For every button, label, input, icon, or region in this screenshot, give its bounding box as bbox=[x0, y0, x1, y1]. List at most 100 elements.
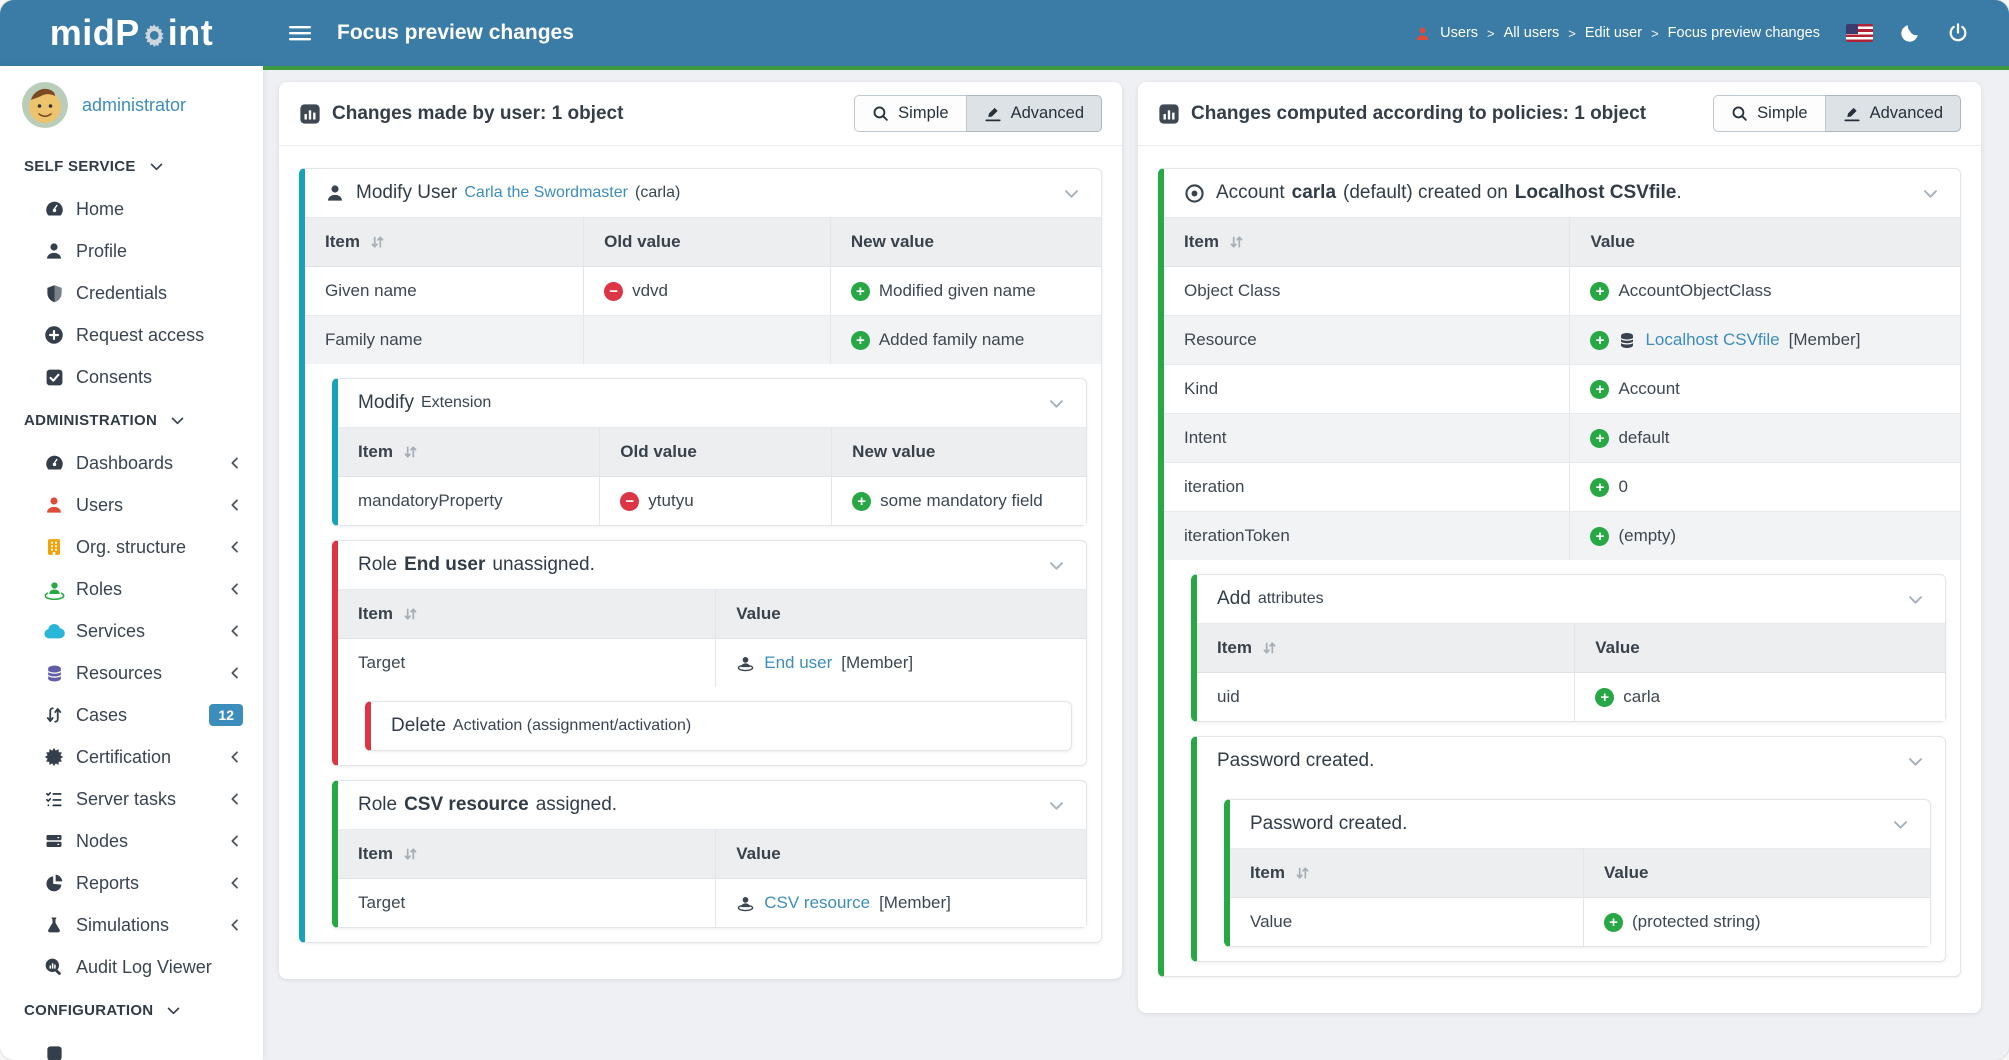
advanced-button[interactable]: Advanced bbox=[966, 95, 1102, 132]
sidebar-item-org-structure[interactable]: Org. structure bbox=[0, 526, 263, 568]
language-flag-us[interactable] bbox=[1846, 24, 1873, 42]
gear-icon bbox=[144, 23, 164, 47]
sidebar-item-clipped[interactable] bbox=[0, 1032, 263, 1060]
chevron-left-icon bbox=[227, 875, 243, 891]
chevron-left-icon bbox=[227, 917, 243, 933]
username-link[interactable]: administrator bbox=[82, 94, 187, 115]
sort-icon[interactable] bbox=[403, 606, 418, 622]
item-cell: iterationToken bbox=[1164, 511, 1570, 560]
sidebar-item-users[interactable]: Users bbox=[0, 484, 263, 526]
sort-icon[interactable] bbox=[1262, 640, 1277, 656]
sidebar-item-roles[interactable]: Roles bbox=[0, 568, 263, 610]
sidebar: administrator SELF SERVICE Home Profile … bbox=[0, 66, 263, 1060]
added-icon: + bbox=[1590, 379, 1610, 399]
modify-user-table: Item Old value New value Given name − vdv… bbox=[305, 217, 1101, 364]
collapse-chevron-icon[interactable] bbox=[1906, 590, 1925, 609]
sidebar-item-certification[interactable]: Certification bbox=[0, 736, 263, 778]
sidebar-item-profile[interactable]: Profile bbox=[0, 230, 263, 272]
sidebar-item-resources[interactable]: Resources bbox=[0, 652, 263, 694]
hamburger-menu-icon[interactable] bbox=[277, 22, 323, 44]
sidebar-item-simulations[interactable]: Simulations bbox=[0, 904, 263, 946]
sort-icon[interactable] bbox=[1295, 865, 1310, 881]
sort-icon[interactable] bbox=[370, 234, 385, 250]
logo-text-right: int bbox=[167, 12, 214, 53]
sidebar-item-request-access[interactable]: Request access bbox=[0, 314, 263, 356]
sidebar-item-dashboards[interactable]: Dashboards bbox=[0, 442, 263, 484]
sort-icon[interactable] bbox=[403, 846, 418, 862]
logo[interactable]: midP int bbox=[0, 12, 263, 54]
sidebar-item-nodes[interactable]: Nodes bbox=[0, 820, 263, 862]
building-icon bbox=[42, 537, 66, 557]
advanced-button[interactable]: Advanced bbox=[1825, 95, 1961, 132]
simple-button[interactable]: Simple bbox=[1713, 95, 1826, 132]
added-icon: + bbox=[850, 281, 870, 301]
logout-power-icon[interactable] bbox=[1947, 22, 1969, 44]
simple-button[interactable]: Simple bbox=[854, 95, 967, 132]
dark-mode-moon-icon[interactable] bbox=[1899, 22, 1921, 44]
collapse-chevron-icon[interactable] bbox=[1047, 556, 1066, 575]
panel-changes-by-user: Changes made by user: 1 object Simple Ad… bbox=[279, 82, 1122, 979]
card-add-attributes: Add attributes Item Value bbox=[1191, 574, 1946, 722]
new-value-cell: + Modified given name bbox=[829, 266, 1101, 316]
item-cell: Resource bbox=[1164, 315, 1570, 365]
sidebar-item-credentials[interactable]: Credentials bbox=[0, 272, 263, 314]
collapse-chevron-icon[interactable] bbox=[1906, 752, 1925, 771]
page-title: Focus preview changes bbox=[337, 21, 574, 44]
chevron-left-icon bbox=[227, 791, 243, 807]
item-cell: Target bbox=[338, 878, 716, 927]
item-cell: iteration bbox=[1164, 462, 1570, 512]
sidebar-item-consents[interactable]: Consents bbox=[0, 356, 263, 398]
card-title-action: Modify bbox=[358, 392, 414, 413]
cases-count-badge: 12 bbox=[209, 704, 243, 726]
avatar[interactable] bbox=[22, 82, 68, 128]
role-link[interactable]: CSV resource bbox=[764, 893, 871, 912]
card-title-prefix: Account bbox=[1216, 182, 1285, 203]
value-cell: + Localhost CSVfile [Member] bbox=[1569, 315, 1960, 365]
sidebar-item-home[interactable]: Home bbox=[0, 188, 263, 230]
collapse-chevron-icon[interactable] bbox=[1047, 796, 1066, 815]
collapse-chevron-icon[interactable] bbox=[1921, 184, 1940, 203]
collapse-chevron-icon[interactable] bbox=[1891, 815, 1910, 834]
logo-text-left: midP bbox=[49, 12, 140, 53]
sidebar-item-server-tasks[interactable]: Server tasks bbox=[0, 778, 263, 820]
section-administration[interactable]: ADMINISTRATION bbox=[0, 398, 263, 442]
table-row: iteration +0 bbox=[1164, 462, 1960, 512]
card-title-prefix: Role bbox=[358, 794, 398, 815]
breadcrumb-edit-user[interactable]: Edit user bbox=[1584, 25, 1643, 41]
sort-icon[interactable] bbox=[1229, 234, 1244, 250]
added-icon: + bbox=[1590, 428, 1610, 448]
breadcrumb-current[interactable]: Focus preview changes bbox=[1667, 25, 1820, 41]
item-cell: Intent bbox=[1164, 413, 1570, 463]
collapse-chevron-icon[interactable] bbox=[1062, 184, 1081, 203]
sort-icon[interactable] bbox=[403, 444, 418, 460]
sidebar-item-reports[interactable]: Reports bbox=[0, 862, 263, 904]
status-top-line bbox=[263, 66, 2009, 70]
sidebar-item-services[interactable]: Services bbox=[0, 610, 263, 652]
breadcrumb-users[interactable]: Users bbox=[1440, 25, 1479, 41]
table-row: mandatoryProperty − ytutyu + some mandator… bbox=[338, 476, 1086, 525]
sidebar-item-cases[interactable]: Cases 12 bbox=[0, 694, 263, 736]
chevron-left-icon bbox=[227, 833, 243, 849]
breadcrumb-all-users[interactable]: All users bbox=[1503, 25, 1560, 41]
chevron-left-icon bbox=[227, 539, 243, 555]
card-title-middle: (default) created on bbox=[1343, 182, 1508, 203]
item-cell: Kind bbox=[1164, 364, 1570, 414]
generic-icon bbox=[42, 1044, 66, 1060]
table-row: Target CSV resource [Member] bbox=[338, 878, 1086, 927]
value-cell: +0 bbox=[1569, 462, 1960, 512]
section-configuration[interactable]: CONFIGURATION bbox=[0, 988, 263, 1032]
section-self-service[interactable]: SELF SERVICE bbox=[0, 144, 263, 188]
resource-link[interactable]: Localhost CSVfile bbox=[1645, 330, 1780, 349]
user-fullname-link[interactable]: Carla the Swordmaster bbox=[464, 184, 628, 201]
bar-chart-icon bbox=[1159, 103, 1179, 124]
role-link[interactable]: End user bbox=[764, 653, 833, 672]
gauge-icon bbox=[42, 453, 66, 474]
panel-title-text: Changes made by user: 1 object bbox=[332, 102, 624, 124]
added-icon: + bbox=[1604, 912, 1623, 932]
role-name: CSV resource bbox=[404, 794, 529, 815]
cloud-icon bbox=[42, 622, 66, 640]
removed-icon: − bbox=[604, 281, 624, 301]
sidebar-item-audit-log-viewer[interactable]: Audit Log Viewer bbox=[0, 946, 263, 988]
collapse-chevron-icon[interactable] bbox=[1047, 394, 1066, 413]
